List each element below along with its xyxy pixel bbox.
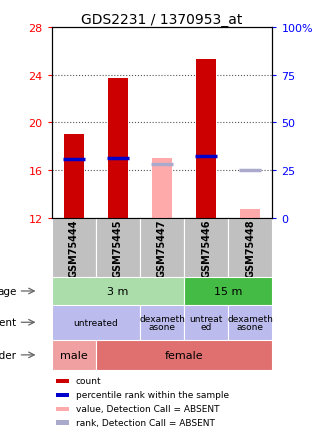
Bar <box>52 340 96 370</box>
Text: untreated: untreated <box>74 318 118 327</box>
Bar <box>56 421 69 424</box>
Text: GSM75446: GSM75446 <box>201 219 211 277</box>
Text: untreat
ed: untreat ed <box>189 314 223 331</box>
Bar <box>56 393 69 397</box>
Bar <box>140 305 184 340</box>
Bar <box>52 278 184 305</box>
Text: value, Detection Call = ABSENT: value, Detection Call = ABSENT <box>76 404 219 413</box>
Bar <box>140 218 184 278</box>
Bar <box>56 378 69 383</box>
Text: male: male <box>60 350 88 360</box>
Bar <box>228 305 272 340</box>
Bar <box>108 79 128 218</box>
Text: 3 m: 3 m <box>107 286 129 296</box>
Bar <box>196 60 216 218</box>
Text: count: count <box>76 376 101 385</box>
Bar <box>152 159 172 218</box>
Text: GSM75447: GSM75447 <box>157 219 167 277</box>
Bar <box>96 340 272 370</box>
Bar <box>64 135 84 218</box>
Title: GDS2231 / 1370953_at: GDS2231 / 1370953_at <box>81 13 243 27</box>
Text: GSM75444: GSM75444 <box>69 219 79 277</box>
Text: GSM75445: GSM75445 <box>113 219 123 277</box>
Bar <box>52 218 96 278</box>
Text: agent: agent <box>0 318 16 328</box>
Text: dexameth
asone: dexameth asone <box>139 314 185 331</box>
Bar <box>56 407 69 411</box>
Text: GSM75448: GSM75448 <box>245 219 255 277</box>
Text: female: female <box>165 350 203 360</box>
Text: 15 m: 15 m <box>214 286 242 296</box>
Text: gender: gender <box>0 350 16 360</box>
Text: percentile rank within the sample: percentile rank within the sample <box>76 391 229 400</box>
Bar <box>184 218 228 278</box>
Bar <box>52 305 140 340</box>
Bar <box>184 305 228 340</box>
Bar <box>96 218 140 278</box>
Bar <box>240 210 260 218</box>
Text: rank, Detection Call = ABSENT: rank, Detection Call = ABSENT <box>76 418 215 427</box>
Text: dexameth
asone: dexameth asone <box>227 314 273 331</box>
Bar <box>228 218 272 278</box>
Bar <box>184 278 272 305</box>
Text: age: age <box>0 286 16 296</box>
